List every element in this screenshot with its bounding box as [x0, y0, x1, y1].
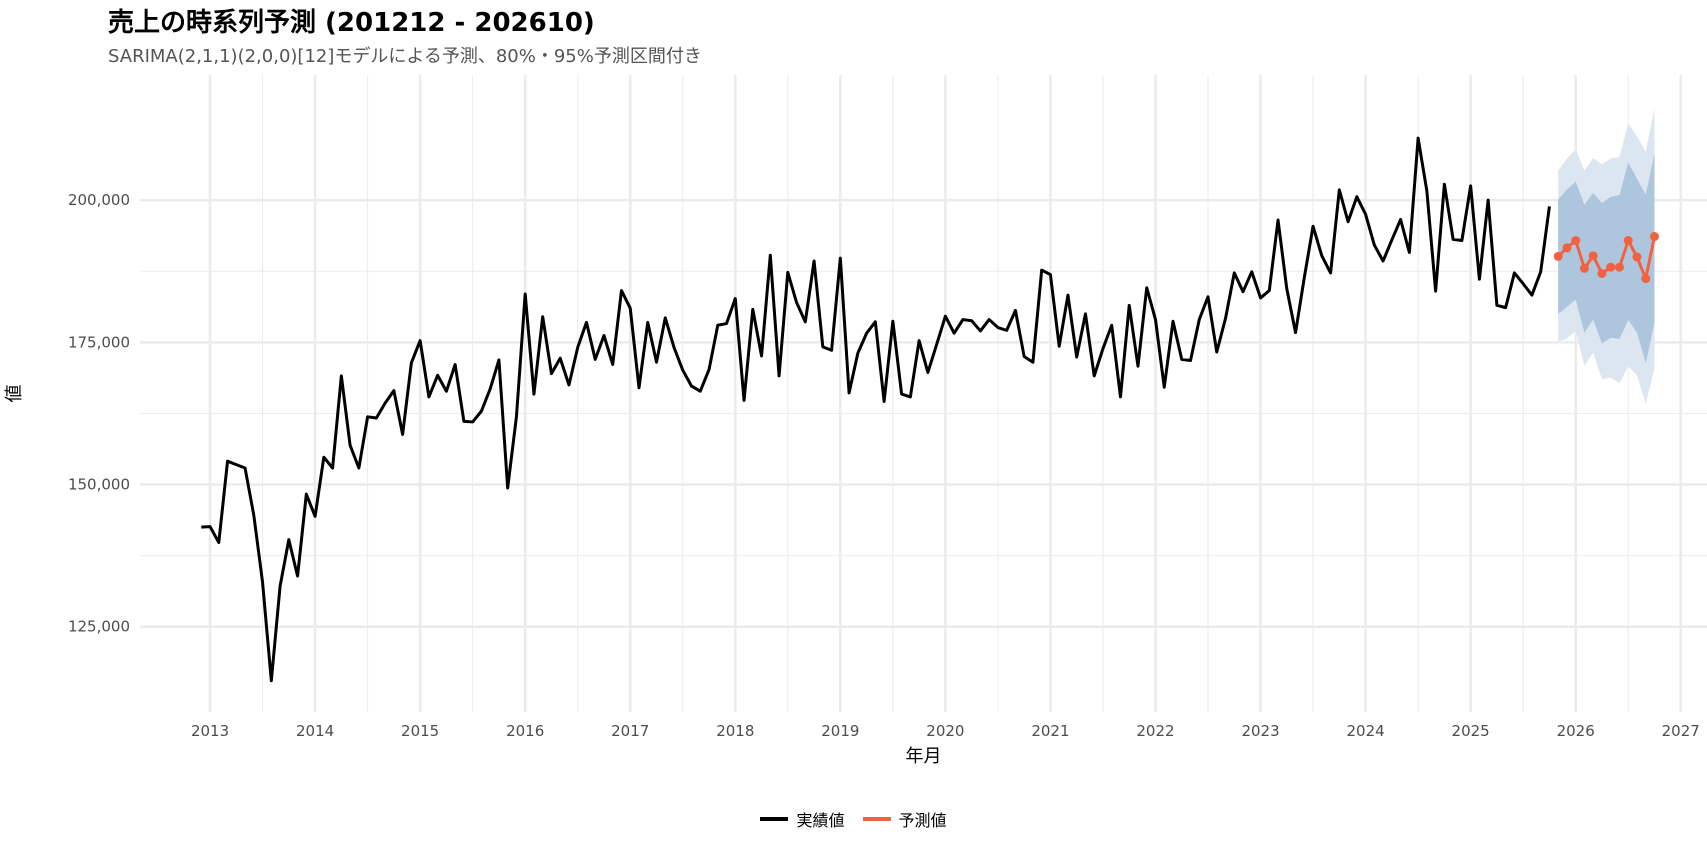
x-tick-label: 2014	[296, 722, 334, 740]
x-tick-label: 2019	[821, 722, 859, 740]
legend: 実績値 予測値	[0, 807, 1707, 831]
x-tick-label: 2022	[1136, 722, 1174, 740]
x-tick-label: 2024	[1346, 722, 1384, 740]
legend-swatch-forecast	[862, 817, 891, 821]
forecast-point	[1614, 262, 1624, 272]
legend-item-actual: 実績値	[760, 807, 845, 831]
forecast-point	[1562, 243, 1572, 253]
x-tick-label: 2016	[506, 722, 544, 740]
x-tick-label: 2020	[926, 722, 964, 740]
x-tick-label: 2017	[611, 722, 649, 740]
forecast-point	[1649, 232, 1659, 242]
forecast-point	[1632, 252, 1642, 262]
series-lines	[201, 136, 1659, 683]
legend-label-actual: 実績値	[796, 811, 845, 830]
y-tick-label: 125,000	[68, 618, 130, 636]
pi80-band	[1558, 153, 1655, 364]
forecast-point	[1606, 262, 1616, 272]
legend-label-forecast: 予測値	[898, 811, 947, 830]
forecast-point	[1641, 274, 1651, 284]
forecast-point	[1571, 236, 1581, 246]
x-tick-label: 2021	[1031, 722, 1069, 740]
x-tick-label: 2026	[1557, 722, 1595, 740]
forecast-point	[1597, 268, 1607, 278]
x-tick-label: 2025	[1452, 722, 1490, 740]
x-axis-title: 年月	[906, 746, 942, 767]
forecast-point	[1553, 251, 1563, 261]
prediction-intervals	[1558, 108, 1655, 404]
forecast-point	[1623, 236, 1633, 246]
x-tick-label: 2013	[191, 722, 229, 740]
legend-swatch-actual	[760, 817, 789, 821]
y-tick-label: 200,000	[68, 191, 130, 209]
tick-labels: 125,000 150,000 175,000 200,000 2013 2014 2015…	[68, 191, 1700, 740]
chart-plot-area: 125,000 150,000 175,000 200,000 2013 2014 2015…	[4, 75, 1707, 767]
y-axis-title: 値	[4, 385, 25, 403]
chart-title: 売上の時系列予測 (201212 - 202610)	[108, 8, 595, 38]
forecast-point	[1588, 251, 1598, 261]
x-tick-label: 2018	[716, 722, 754, 740]
y-tick-label: 175,000	[68, 333, 130, 351]
x-tick-label: 2015	[401, 722, 439, 740]
chart-subtitle: SARIMA(2,1,1)(2,0,0)[12]モデルによる予測、80%・95%…	[108, 46, 702, 67]
x-tick-label: 2027	[1662, 722, 1700, 740]
y-tick-label: 150,000	[68, 476, 130, 494]
grid-lines	[140, 75, 1707, 712]
x-tick-label: 2023	[1241, 722, 1279, 740]
series-line-actual	[201, 136, 1551, 683]
forecast-point	[1579, 263, 1589, 273]
legend-item-forecast: 予測値	[862, 807, 947, 831]
